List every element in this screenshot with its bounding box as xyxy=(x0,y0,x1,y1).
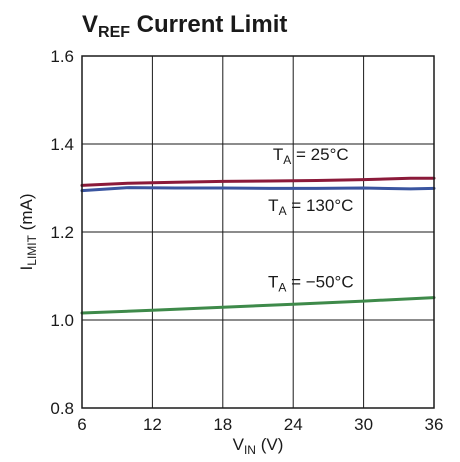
series-label: TA = 130°C xyxy=(268,196,353,218)
series-label: TA = −50°C xyxy=(268,272,354,294)
y-tick-label: 1.0 xyxy=(50,311,74,330)
y-tick-label: 1.4 xyxy=(50,135,74,154)
y-tick-label: 1.6 xyxy=(50,47,74,66)
series-layer xyxy=(80,176,436,315)
series-labels: TA = 25°C TA = 130°C TA = −50°C xyxy=(268,145,354,295)
series-line xyxy=(80,186,436,193)
y-tick-label: 1.2 xyxy=(50,223,74,242)
plot-frame xyxy=(81,55,435,409)
x-tick-label: 24 xyxy=(284,415,303,434)
series-line xyxy=(80,176,436,187)
chart-title: VREF Current Limit xyxy=(82,11,287,41)
x-tick-label: 12 xyxy=(143,415,162,434)
x-tick-label: 18 xyxy=(213,415,232,434)
y-tick-label: 0.8 xyxy=(50,399,74,418)
x-tick-label: 36 xyxy=(425,415,444,434)
x-tick-label: 30 xyxy=(354,415,373,434)
x-axis-label: VIN (V) xyxy=(233,435,284,457)
series-label: TA = 25°C xyxy=(273,145,349,167)
tick-labels: 6 12 18 24 30 36 0.8 1.0 1.2 1.4 1.6 xyxy=(50,47,443,434)
y-axis-label: ILIMIT (mA) xyxy=(17,194,39,271)
grid xyxy=(82,56,434,408)
x-tick-label: 6 xyxy=(77,415,86,434)
series-line xyxy=(80,296,436,315)
